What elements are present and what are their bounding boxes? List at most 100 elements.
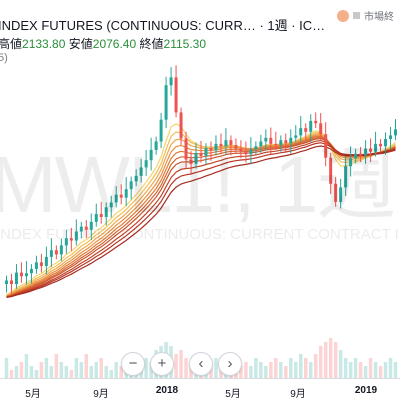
candle[interactable] [24, 261, 28, 285]
candle[interactable] [184, 131, 188, 169]
candle[interactable] [334, 177, 338, 207]
low-label: 安値 [68, 37, 93, 51]
candle[interactable] [299, 116, 303, 143]
candle[interactable] [284, 133, 288, 152]
candle[interactable] [274, 131, 278, 150]
candle[interactable] [264, 129, 268, 150]
candle[interactable] [134, 169, 138, 187]
volume-bar [99, 358, 103, 378]
volume-bar [49, 366, 54, 378]
candle-body [384, 139, 388, 147]
candle[interactable] [159, 113, 163, 149]
candle[interactable] [34, 255, 38, 274]
candle[interactable] [234, 138, 238, 154]
candle[interactable] [314, 112, 318, 129]
candle[interactable] [249, 137, 253, 165]
candle-body [364, 148, 368, 156]
candle[interactable] [4, 275, 8, 293]
candle[interactable] [79, 221, 83, 239]
candle[interactable] [259, 134, 263, 153]
candle[interactable] [154, 136, 158, 155]
candle[interactable] [354, 148, 358, 164]
candle[interactable] [369, 138, 373, 162]
candle[interactable] [169, 67, 173, 96]
candle[interactable] [49, 238, 53, 268]
candle[interactable] [304, 123, 308, 141]
candle[interactable] [84, 220, 88, 239]
candle[interactable] [344, 155, 348, 196]
volume-bar [84, 354, 89, 378]
candle[interactable] [339, 178, 343, 209]
candle[interactable] [164, 76, 168, 129]
candle[interactable] [289, 129, 293, 154]
candle[interactable] [39, 253, 43, 273]
candle[interactable] [94, 203, 98, 227]
candle[interactable] [239, 140, 243, 159]
candle[interactable] [174, 65, 178, 118]
candle[interactable] [364, 140, 368, 164]
candle[interactable] [99, 201, 103, 224]
candle[interactable] [89, 213, 93, 240]
candle[interactable] [139, 158, 143, 183]
zoom-out-button[interactable]: − [121, 352, 145, 376]
market-status[interactable]: 市場終 [337, 8, 394, 23]
candle[interactable] [244, 141, 248, 163]
volume-bar [34, 370, 39, 378]
candle[interactable] [269, 127, 273, 155]
candle[interactable] [179, 107, 183, 146]
candle[interactable] [54, 245, 58, 260]
candle[interactable] [74, 219, 78, 246]
scroll-left-button[interactable]: ‹ [189, 352, 213, 376]
candle[interactable] [254, 141, 258, 155]
candle[interactable] [19, 262, 23, 283]
candle[interactable] [104, 202, 108, 226]
candle[interactable] [64, 229, 68, 254]
candle[interactable] [209, 141, 213, 161]
candle[interactable] [319, 113, 323, 141]
candle[interactable] [144, 149, 148, 176]
candle[interactable] [109, 195, 113, 218]
candle[interactable] [229, 135, 233, 156]
candle[interactable] [389, 126, 393, 150]
candle[interactable] [129, 176, 133, 200]
candle[interactable] [279, 135, 283, 152]
candle[interactable] [14, 264, 18, 289]
volume-bar [144, 358, 148, 378]
candle[interactable] [204, 143, 208, 165]
candle[interactable] [59, 238, 63, 262]
candle[interactable] [214, 135, 218, 156]
volume-bar [308, 362, 313, 378]
candle[interactable] [349, 146, 353, 177]
candle[interactable] [119, 184, 123, 205]
candle[interactable] [199, 140, 203, 163]
candle[interactable] [189, 151, 193, 175]
candle[interactable] [324, 122, 328, 167]
candle[interactable] [379, 139, 383, 153]
candle[interactable] [384, 132, 388, 155]
volume-bar [353, 358, 358, 378]
candle[interactable] [29, 264, 33, 284]
volume-bar [54, 354, 59, 378]
candle[interactable] [329, 152, 333, 195]
candle[interactable] [44, 246, 48, 275]
candle[interactable] [359, 146, 363, 162]
candle-body [289, 137, 293, 144]
candle[interactable] [394, 119, 398, 141]
candle-body [94, 213, 98, 222]
candle[interactable] [9, 273, 13, 295]
candle[interactable] [194, 142, 198, 169]
candle[interactable] [69, 227, 73, 251]
candle[interactable] [219, 133, 223, 153]
candle[interactable] [114, 186, 118, 208]
volume-bar [368, 358, 373, 378]
candle[interactable] [309, 114, 313, 143]
candle[interactable] [149, 137, 153, 171]
candle[interactable] [294, 125, 298, 143]
candle[interactable] [224, 128, 228, 155]
zoom-in-button[interactable]: + [150, 352, 174, 376]
candle[interactable] [374, 131, 378, 157]
candle[interactable] [124, 177, 128, 207]
symbol-title[interactable]: INDEX FUTURES (CONTINUOUS: CURR… · 1週 · … [0, 18, 326, 33]
scroll-right-button[interactable]: › [218, 352, 242, 376]
